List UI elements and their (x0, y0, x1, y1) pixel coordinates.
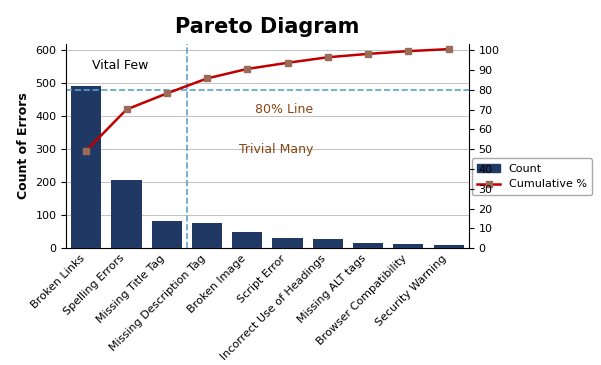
Title: Pareto Diagram: Pareto Diagram (175, 17, 359, 37)
Bar (151, 222, 182, 248)
Bar (353, 243, 383, 248)
Bar (192, 223, 222, 248)
Legend: Count, Cumulative %: Count, Cumulative % (472, 158, 592, 195)
Text: Vital Few: Vital Few (93, 58, 148, 72)
Bar (71, 86, 102, 248)
Text: 80% Line: 80% Line (255, 103, 314, 116)
Bar (111, 180, 142, 248)
Bar (272, 238, 303, 248)
Bar (433, 245, 464, 248)
Text: Trivial Many: Trivial Many (239, 143, 314, 155)
Y-axis label: Count of Errors: Count of Errors (17, 93, 29, 199)
Bar (393, 243, 424, 248)
Bar (313, 239, 343, 248)
Bar (232, 233, 263, 248)
